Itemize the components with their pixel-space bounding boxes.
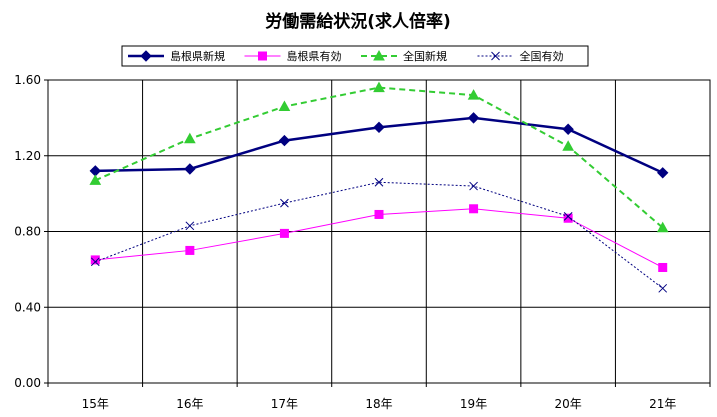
legend-label: 全国有効: [520, 49, 564, 63]
data-point: [563, 213, 573, 223]
data-point: [279, 228, 289, 238]
x-tick-label: 20年: [555, 397, 582, 411]
legend-marker: [140, 50, 152, 62]
data-point: [374, 177, 384, 187]
y-tick-label: 0.40: [14, 300, 41, 314]
data-point: [278, 100, 291, 112]
x-tick-label: 16年: [176, 397, 203, 411]
data-point: [469, 204, 479, 214]
x-tick-label: 15年: [82, 397, 109, 411]
legend-box: [121, 45, 589, 67]
data-point: [658, 283, 668, 293]
data-point: [373, 121, 385, 134]
data-point: [90, 257, 100, 267]
data-point: [280, 198, 289, 208]
x-tick-label: 17年: [271, 397, 298, 411]
data-point: [184, 163, 196, 175]
data-point: [90, 255, 100, 265]
data-point: [89, 174, 102, 185]
y-tick-label: 1.20: [14, 149, 41, 163]
legend: 島根県新規 島根県有効 全国新規 全国有効: [121, 45, 589, 67]
data-point: [469, 181, 478, 191]
data-point: [658, 262, 668, 272]
data-point: [185, 221, 195, 231]
x-tick-label: 21年: [649, 397, 676, 411]
legend-label: 島根県有効: [287, 49, 342, 63]
data-point: [373, 81, 385, 93]
x-tick-label: 18年: [365, 397, 392, 411]
x-tick-label: 19年: [460, 397, 487, 411]
plot-area: 0.00 0.40 0.80 1.20 1.60 15年 16年 17年 18年 19年 20年 21…: [14, 73, 711, 411]
y-tick-label: 0.00: [14, 376, 41, 390]
data-point: [657, 167, 669, 179]
data-point: [184, 132, 196, 144]
legend-label: 島根県新規: [170, 49, 225, 63]
data-point: [656, 221, 669, 233]
data-point: [467, 112, 480, 124]
data-point: [278, 134, 291, 147]
chart-title: 労働需給状況(求人倍率): [265, 11, 451, 32]
data-point: [467, 89, 480, 100]
data-point: [562, 123, 574, 135]
data-point: [374, 209, 384, 219]
data-point: [562, 140, 574, 151]
data-point: [185, 245, 195, 255]
data-point: [563, 211, 573, 221]
legend-label: 全国新規: [403, 49, 447, 63]
y-tick-label: 1.60: [14, 73, 41, 87]
legend-marker: [258, 51, 267, 61]
legend-marker: [373, 49, 385, 61]
legend-marker: [491, 51, 500, 61]
y-tick-label: 0.80: [14, 225, 41, 239]
